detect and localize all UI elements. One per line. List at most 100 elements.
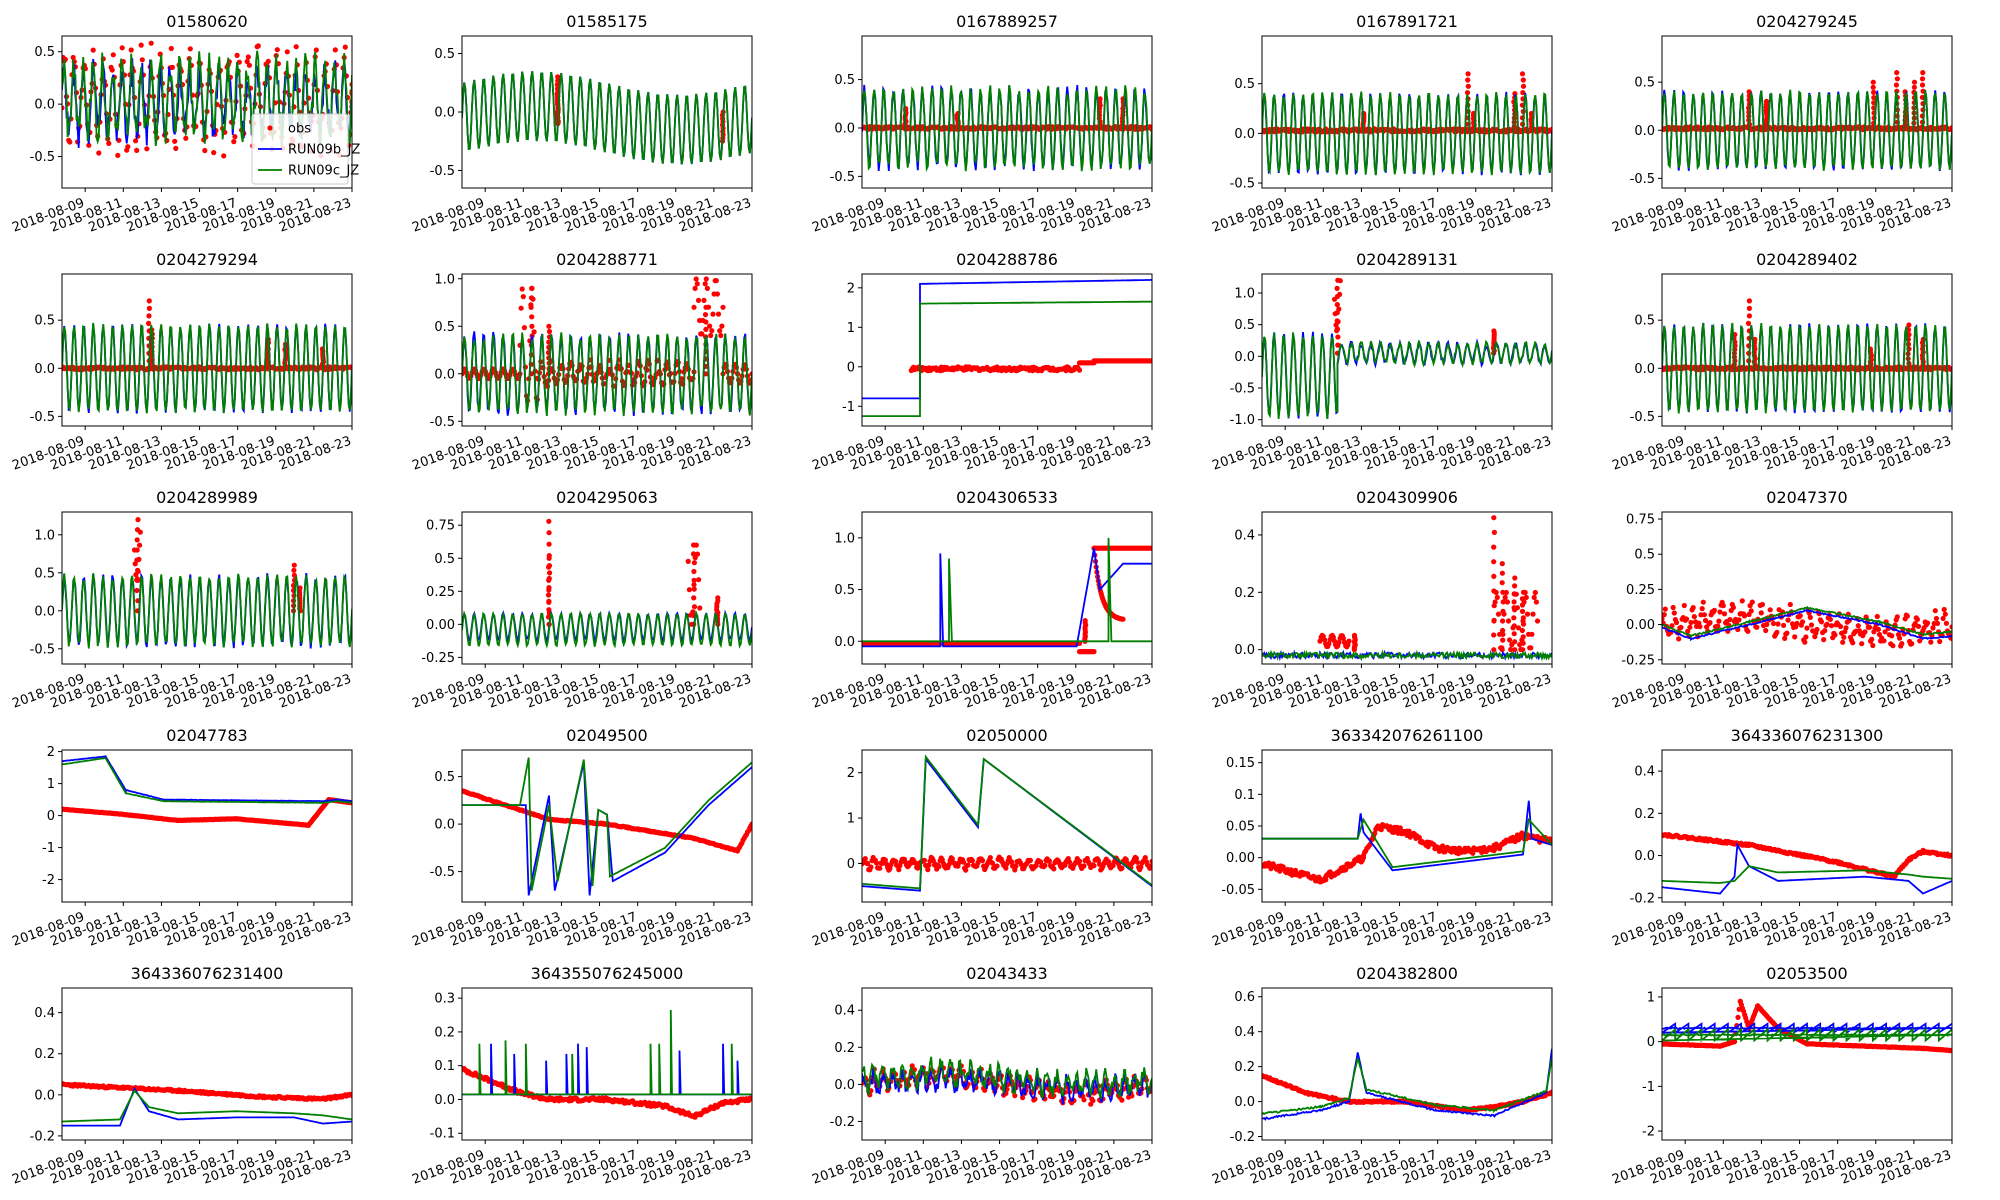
subplot-14: 02043099060.00.20.42018-08-092018-08-112… — [1210, 488, 1553, 712]
obs-point — [1785, 617, 1791, 623]
obs-point — [546, 555, 552, 561]
obs-point — [1787, 601, 1793, 608]
obs-point — [1531, 594, 1537, 601]
obs-point — [96, 150, 102, 156]
obs-point — [1681, 602, 1687, 609]
obs-point — [1500, 637, 1506, 643]
obs-point — [70, 54, 76, 61]
obs-point — [520, 294, 526, 300]
obs-point — [547, 570, 553, 576]
obs-point — [1949, 125, 1952, 131]
obs-point — [546, 563, 553, 569]
obs-point — [1524, 611, 1531, 617]
obs-point — [148, 40, 154, 46]
obs-point — [1491, 559, 1497, 565]
obs-point — [528, 295, 535, 301]
obs-point — [168, 45, 174, 52]
obs-point — [518, 305, 524, 311]
obs-point — [1046, 858, 1052, 864]
obs-point — [691, 586, 697, 592]
obs-point — [696, 577, 702, 583]
y-tick-label: 0.5 — [834, 583, 855, 598]
obs-point — [1746, 313, 1752, 319]
obs-point — [1142, 855, 1148, 861]
obs-point — [1690, 605, 1696, 611]
plot-frame — [861, 511, 1153, 665]
obs-point — [1940, 615, 1946, 622]
obs-point — [694, 281, 700, 287]
obs-point — [1911, 79, 1918, 85]
obs-point — [1767, 607, 1773, 613]
y-tick-label: 0 — [847, 857, 855, 872]
plot-area — [62, 517, 352, 650]
legend-label: RUN09c_JZ — [288, 164, 359, 179]
obs-point — [1882, 629, 1888, 635]
obs-point — [701, 297, 707, 303]
obs-point — [1697, 624, 1703, 630]
subplot-title: 363342076261100 — [1331, 726, 1484, 745]
obs-point — [1530, 611, 1536, 617]
obs-point — [1149, 858, 1152, 865]
obs-point — [1334, 318, 1340, 324]
obs-point — [1841, 634, 1847, 640]
plot-area — [1262, 71, 1552, 176]
obs-point — [1894, 76, 1900, 82]
obs-point — [546, 577, 552, 583]
y-tick-label: 0.0 — [834, 121, 855, 136]
obs-point — [1720, 603, 1726, 609]
obs-point — [719, 323, 725, 329]
obs-point — [1499, 561, 1505, 567]
y-tick-label: -1 — [42, 841, 55, 856]
subplot-title: 02047783 — [166, 726, 247, 745]
y-tick-label: 0.25 — [426, 585, 455, 600]
obs-point — [702, 281, 708, 287]
obs-point — [1934, 620, 1941, 627]
y-tick-label: 0 — [47, 809, 55, 824]
obs-point — [1533, 599, 1539, 605]
subplot-title: 0167891721 — [1356, 12, 1458, 31]
obs-point — [691, 560, 698, 566]
plot-frame — [461, 749, 753, 903]
obs-point — [713, 278, 719, 284]
y-tick-label: -0.5 — [830, 170, 855, 185]
y-tick-label: 0.5 — [434, 320, 455, 335]
obs-point — [1711, 607, 1717, 613]
obs-point — [1549, 126, 1552, 132]
obs-point — [1520, 77, 1526, 83]
obs-point — [1321, 637, 1328, 643]
y-tick-label: 0.5 — [1234, 77, 1255, 92]
obs-point — [1494, 594, 1500, 601]
plot-frame — [461, 511, 753, 665]
obs-point — [1008, 859, 1015, 865]
obs-point — [274, 47, 280, 53]
y-tick-label: 0.0 — [1634, 124, 1655, 139]
plot-frame — [461, 273, 753, 427]
subplot-6: 0204279294-0.50.00.52018-08-092018-08-11… — [10, 250, 353, 474]
obs-point — [1818, 619, 1825, 625]
series-RUN09b_JZ — [62, 755, 352, 803]
obs-point — [1942, 611, 1948, 617]
obs-point — [1500, 618, 1506, 624]
obs-point — [1919, 82, 1926, 88]
y-tick-label: 0.5 — [1634, 314, 1655, 329]
obs-point — [1736, 617, 1742, 623]
obs-point — [692, 285, 698, 291]
obs-point — [707, 323, 713, 329]
obs-point — [1511, 599, 1517, 605]
obs-point — [1832, 632, 1838, 638]
subplot-title: 0167889257 — [956, 12, 1058, 31]
obs-point — [690, 551, 697, 557]
legend-marker-obs — [267, 125, 273, 131]
obs-point — [1500, 589, 1506, 595]
obs-point — [862, 856, 868, 862]
y-tick-label: 2 — [847, 281, 855, 296]
y-tick-label: -0.5 — [30, 642, 55, 657]
obs-point — [1673, 619, 1680, 626]
obs-point — [110, 52, 116, 58]
subplot-title: 0204306533 — [956, 488, 1058, 507]
obs-point — [1859, 641, 1865, 647]
obs-point — [1863, 614, 1869, 620]
plot-frame — [1261, 511, 1553, 665]
obs-point — [715, 311, 722, 317]
obs-point — [702, 312, 709, 318]
